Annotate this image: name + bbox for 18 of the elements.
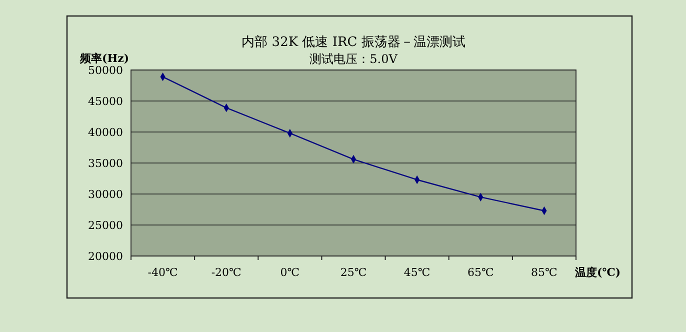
x-tick-label: 45℃	[404, 266, 430, 279]
x-tick-label: 25℃	[340, 266, 367, 279]
y-tick-label: 20000	[88, 250, 123, 263]
x-tick-label: -40℃	[148, 266, 178, 279]
x-axis-title: 温度(℃)	[574, 266, 621, 279]
x-tick-label: -20℃	[211, 266, 242, 279]
y-tick-label: 25000	[88, 219, 123, 232]
chart-title: 内部 32K 低速 IRC 振荡器－温漂测试	[242, 35, 466, 50]
y-tick-label: 40000	[88, 126, 123, 139]
y-tick-label: 35000	[88, 157, 123, 170]
y-axis-title: 频率(Hz)	[79, 52, 130, 65]
x-tick-label: 85℃	[531, 266, 558, 279]
chart-subtitle: 测试电压：5.0V	[310, 52, 398, 66]
y-tick-label: 30000	[88, 188, 123, 201]
x-tick-label: 65℃	[467, 266, 494, 279]
x-tick-label: 0℃	[280, 266, 300, 279]
y-tick-label: 45000	[88, 95, 123, 108]
y-tick-label: 50000	[88, 64, 123, 77]
